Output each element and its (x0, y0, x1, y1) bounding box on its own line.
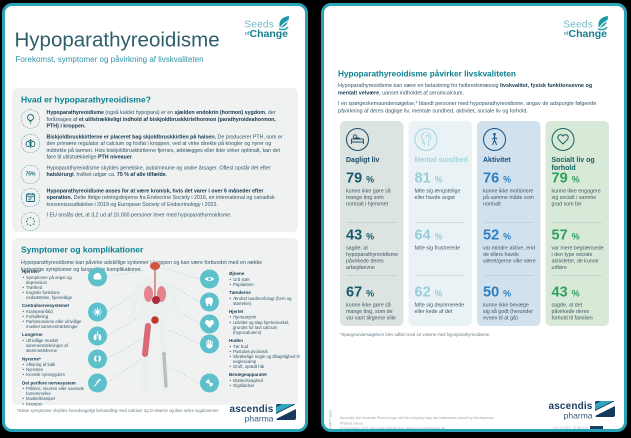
document-code: DA-HPT-2023 (329, 410, 333, 432)
symptom-group: Bevægeapparatet Muskelsvaghed Gigtlidels… (229, 372, 302, 388)
brain-icon (88, 267, 107, 287)
stat-card-socialt-liv: Socialt liv og forhold 79 % kunne ikke en… (545, 121, 609, 326)
page-title: Hypoparathyreoidisme (14, 28, 220, 51)
leaf-icon (597, 16, 610, 31)
body-figure (106, 261, 201, 392)
what-item-text: Hypoparathyreoidisme anses for at være k… (46, 187, 275, 208)
lungs-icon (88, 326, 107, 346)
stat: 79 % kunne ikke engagere sig socialt i sa… (551, 170, 601, 208)
symptom-list-right: Øjnene Grå stær Papilødem Tænderne Ændre… (229, 271, 302, 391)
mind-icon (414, 128, 438, 151)
page-1: Hypoparathyreoidisme Forekomst, symptome… (2, 3, 308, 432)
page-2: Seeds ofChange Hypoparathyreoidisme påvi… (321, 3, 627, 432)
symptom-group: Huden Tør hud Pustuløs psoriasis Skrøbel… (229, 338, 302, 369)
stat-card-aktivitet: Aktivitet 76 % kunne ikke motionere på sa… (477, 121, 541, 326)
symptom-group: Lungerne Ufrivillige muskel sammentrækni… (22, 332, 85, 353)
page2-heading: Hypoparathyreoidisme påvirker livskvalit… (338, 69, 516, 79)
stat: 57 % var mere begrænsede i den type socia… (551, 227, 604, 271)
symptoms-box: Symptomer og komplikationer Hypoparathyr… (12, 238, 300, 406)
stat: 79 % kunne ikke gøre så mange ting som no… (346, 170, 391, 208)
ascendis-pharma-logo: ascendis pharma (229, 404, 296, 423)
symptom-group: Øjnene Grå stær Papilødem (229, 271, 302, 287)
footnote: *Spørgeundersøgelsen blev udført med 42 … (340, 332, 491, 337)
symptom-group: Hjernen Symptomer på angst og depression… (22, 269, 85, 300)
page2-paragraph: Hypoparathyreoidisme kan være en belastn… (338, 82, 593, 96)
symptom-group: Tænderne Ændret tandmorfologi (form og s… (229, 290, 302, 306)
what-item: Hypoparathyreoidisme anses for at være k… (21, 187, 289, 208)
brand-change: Change (249, 28, 288, 40)
symptoms-heading: Symptomer og komplikationer (21, 245, 144, 255)
heart-icon (200, 314, 219, 334)
stat: 43 % sagde, at det påvirkede deres forhol… (551, 284, 593, 322)
ascendis-watermark: ascendis pharma (553, 425, 603, 429)
seeds-of-change-logo: Seeds ofChange (563, 15, 611, 40)
stat: 76 % kunne ikke motionere på samme måde s… (483, 170, 534, 208)
stat: 67 % kunne ikke gøre så mange ting, som d… (346, 284, 396, 322)
symptom-group: Centralnervesystemet Krampeanfald Forkal… (22, 303, 85, 329)
heart-outline-icon (551, 128, 575, 151)
leaf-icon (278, 16, 291, 31)
what-item: Biskjoldbruskkirtlerne er placeret bag s… (21, 133, 289, 161)
nerve-icon (88, 373, 107, 393)
what-item-text: Hypoparathyreoidisme (også kaldet hypopa… (46, 109, 276, 130)
thyroid-icon (21, 133, 40, 153)
stat-card-mental-sundhed: Mental sundhed 81 % følte sig ængstelige … (408, 121, 472, 326)
tooth-icon (200, 292, 219, 312)
symptom-list-left: Hjernen Symptomer på angst og depression… (22, 269, 85, 409)
kidneys-icon (88, 349, 107, 369)
brand-of: of (244, 30, 250, 37)
stat: 43 % sagde, at hypoparathyreoidisme påvir… (346, 227, 399, 271)
eu-stars-icon (21, 212, 40, 232)
bed-icon (346, 128, 369, 151)
brand-seeds: Seeds (244, 18, 274, 30)
eye-icon (200, 269, 219, 289)
what-item: I EU anslås det, at 3,2 ud af 10.000 per… (21, 212, 289, 232)
what-is-box: Hvad er hypoparathyreoidisme? Hypoparath… (12, 88, 298, 232)
walking-icon (483, 128, 506, 151)
stat: 81 % følte sig ængstelige eller havde ang… (414, 170, 461, 201)
hand-icon (200, 334, 219, 354)
seeds-of-change-logo: Seeds ofChange (244, 15, 292, 40)
page-subtitle: Forekomst, symptomer og påvirkning af li… (15, 55, 204, 65)
neuron-icon (88, 302, 107, 322)
lightbulb-icon (21, 109, 40, 129)
symptom-group: Nyrerne* Aflejring af kalk Nyresten Kron… (22, 356, 85, 377)
symptoms-intro: Hypoparathyreoidisme kan påvirke adskill… (21, 259, 263, 273)
stat: 50 % kunne ikke bevæge sig så godt (herun… (483, 284, 534, 322)
symptom-group: Hjertet Hjertearytmi Udvidet og slap hje… (229, 309, 302, 335)
symptom-group: Det perifere nervesystem Prikken, snurre… (22, 380, 85, 406)
what-item: 75% Hypoparathyreoidisme skyldes genetis… (21, 164, 289, 184)
joint-icon (200, 373, 219, 393)
ascendis-flag-icon (276, 404, 296, 420)
stat-card-dagligt-liv: Dagligt liv 79 % kunne ikke gøre så mange… (340, 121, 404, 326)
stat: 52 % var mindre aktive, end de ellers hav… (483, 227, 536, 265)
stat: 64 % følte sig frustrerede (414, 227, 461, 251)
page2-paragraph: I en spørgeskemaundersøgelse,* blandt pe… (338, 100, 597, 114)
what-item-text: Hypoparathyreoidisme skyldes genetiske, … (46, 164, 271, 178)
what-is-heading: Hvad er hypoparathyreoidisme? (21, 95, 151, 105)
stat: 62 % følte sig deprimerede eller kede af … (414, 284, 465, 315)
fine-print: Ascendis, the Ascendis Pharma logo and t… (340, 416, 494, 431)
ascendis-pharma-logo: ascendis pharma (548, 401, 615, 420)
what-item: Hypoparathyreoidisme (også kaldet hypopa… (21, 109, 289, 130)
ascendis-flag-icon (595, 401, 615, 417)
75-percent-icon: 75% (21, 164, 40, 184)
what-item-text: Biskjoldbruskkirtlerne er placeret bag s… (46, 133, 283, 161)
what-item-text: I EU anslås det, at 3,2 ud af 10.000 per… (46, 212, 232, 219)
calendar-icon (21, 187, 40, 207)
footnote: *Disse symptomer skyldes hovedsageligt b… (17, 408, 219, 413)
